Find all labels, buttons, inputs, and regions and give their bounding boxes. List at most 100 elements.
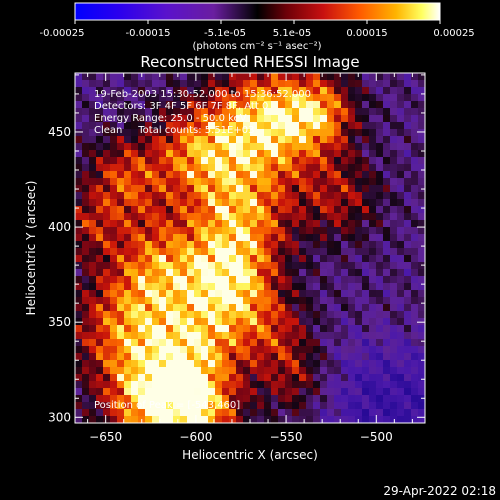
heatmap-cell — [243, 73, 251, 81]
heatmap-cell — [96, 150, 104, 158]
heatmap-cell — [306, 143, 314, 151]
heatmap-cell — [285, 297, 293, 305]
heatmap-cell — [292, 171, 300, 179]
heatmap-cell — [292, 297, 300, 305]
heatmap-cell — [320, 374, 328, 382]
heatmap-cell — [250, 122, 258, 130]
heatmap-cell — [397, 367, 405, 375]
heatmap-cell — [355, 185, 363, 193]
heatmap-cell — [166, 290, 174, 298]
heatmap-cell — [362, 185, 370, 193]
heatmap-cell — [376, 101, 384, 109]
heatmap-cell — [278, 185, 286, 193]
heatmap-cell — [299, 171, 307, 179]
heatmap-cell — [292, 255, 300, 263]
heatmap-cell — [110, 157, 118, 165]
heatmap-cell — [103, 213, 111, 221]
heatmap-cell — [404, 101, 412, 109]
heatmap-cell — [418, 108, 425, 116]
heatmap-cell — [194, 388, 202, 396]
heatmap-cell — [152, 80, 160, 88]
heatmap-cell — [117, 115, 125, 123]
heatmap-cell — [138, 276, 146, 284]
heatmap-cell — [341, 262, 349, 270]
heatmap-cell — [145, 199, 153, 207]
heatmap-cell — [348, 374, 356, 382]
heatmap-cell — [327, 395, 335, 403]
heatmap-cell — [369, 150, 377, 158]
heatmap-cell — [236, 290, 244, 298]
heatmap-cell — [390, 269, 398, 277]
heatmap-cell — [292, 402, 300, 410]
heatmap-cell — [243, 178, 251, 186]
heatmap-cell — [89, 87, 97, 95]
x-tick-label: −600 — [179, 430, 212, 444]
heatmap-cell — [278, 402, 286, 410]
heatmap-cell — [222, 332, 230, 340]
heatmap-cell — [362, 374, 370, 382]
heatmap-cell — [222, 297, 230, 305]
heatmap-cell — [229, 290, 237, 298]
heatmap-cell — [173, 304, 181, 312]
heatmap-cell — [117, 178, 125, 186]
heatmap-cell — [222, 108, 230, 116]
heatmap-cell — [306, 395, 314, 403]
heatmap-cell — [173, 164, 181, 172]
heatmap-cell — [313, 360, 321, 368]
heatmap-cell — [334, 80, 342, 88]
heatmap-cell — [362, 297, 370, 305]
heatmap-cell — [103, 199, 111, 207]
heatmap-cell — [299, 164, 307, 172]
heatmap-cell — [194, 178, 202, 186]
heatmap-cell — [306, 297, 314, 305]
heatmap-cell — [236, 213, 244, 221]
heatmap-cell — [390, 234, 398, 242]
heatmap-cell — [152, 213, 160, 221]
heatmap-cell — [89, 311, 97, 319]
heatmap-cell — [264, 192, 272, 200]
heatmap-cell — [145, 388, 153, 396]
heatmap-cell — [152, 346, 160, 354]
heatmap-cell — [285, 178, 293, 186]
heatmap-cell — [82, 388, 90, 396]
heatmap-cell — [89, 108, 97, 116]
heatmap-cell — [96, 185, 104, 193]
heatmap-cell — [96, 388, 104, 396]
heatmap-cell — [264, 311, 272, 319]
heatmap-cell — [369, 157, 377, 165]
heatmap-cell — [145, 178, 153, 186]
heatmap-cell — [152, 416, 160, 423]
heatmap-cell — [292, 248, 300, 256]
heatmap-cell — [278, 213, 286, 221]
heatmap-cell — [117, 353, 125, 361]
heatmap-cell — [306, 192, 314, 200]
heatmap-cell — [348, 409, 356, 417]
y-axis-label: Heliocentric Y (arcsec) — [24, 181, 38, 316]
heatmap-cell — [390, 185, 398, 193]
heatmap-cell — [103, 101, 111, 109]
heatmap-cell — [355, 367, 363, 375]
heatmap-cell — [348, 332, 356, 340]
heatmap-cell — [257, 339, 265, 347]
heatmap-cell — [362, 388, 370, 396]
heatmap-cell — [145, 115, 153, 123]
heatmap-cell — [334, 157, 342, 165]
heatmap-cell — [117, 241, 125, 249]
heatmap-cell — [278, 199, 286, 207]
heatmap-cell — [250, 157, 258, 165]
heatmap-cell — [159, 388, 167, 396]
heatmap-cell — [124, 346, 132, 354]
heatmap-cell — [138, 388, 146, 396]
heatmap-cell — [159, 255, 167, 263]
heatmap-cell — [96, 206, 104, 214]
heatmap-cell — [299, 269, 307, 277]
heatmap-cell — [250, 360, 258, 368]
heatmap-cell — [327, 353, 335, 361]
heatmap-cell — [341, 367, 349, 375]
heatmap-cell — [124, 269, 132, 277]
heatmap-cell — [180, 143, 188, 151]
heatmap-cell — [320, 381, 328, 389]
heatmap-cell — [166, 276, 174, 284]
heatmap-cell — [138, 318, 146, 326]
heatmap-cell — [369, 332, 377, 340]
